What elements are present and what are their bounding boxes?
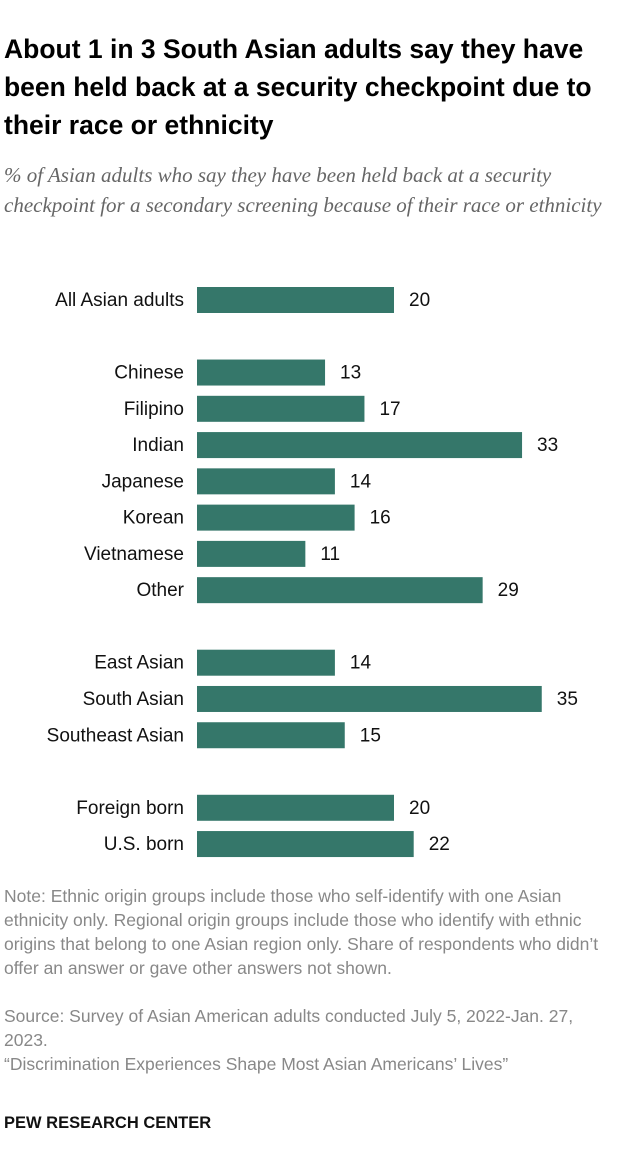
chart-subtitle: % of Asian adults who say they have been…: [4, 163, 602, 217]
value-label: 16: [370, 508, 391, 529]
note: Note: Ethnic origin groups include those…: [4, 886, 599, 978]
value-label: 15: [360, 725, 381, 746]
bar: [197, 432, 523, 459]
chart-title: About 1 in 3 South Asian adults say they…: [4, 34, 592, 140]
category-label: All Asian adults: [55, 290, 184, 311]
category-label: Chinese: [114, 363, 184, 384]
value-label: 20: [409, 798, 430, 819]
source: Source: Survey of Asian American adults …: [4, 1006, 574, 1050]
chart: All Asian adults 20 Chinese 13 Filipino 17 Ind…: [47, 287, 578, 858]
category-label: East Asian: [94, 653, 184, 674]
bar: [197, 287, 394, 313]
bar: [197, 468, 335, 495]
value-label: 29: [498, 580, 519, 601]
value-label: 35: [557, 689, 578, 710]
category-label: South Asian: [83, 689, 184, 710]
value-label: 22: [429, 834, 450, 855]
report-title: “Discrimination Experiences Shape Most A…: [4, 1054, 509, 1074]
value-label: 33: [537, 435, 558, 456]
category-label: U.S. born: [104, 834, 184, 855]
bar: [197, 359, 326, 386]
value-label: 17: [379, 399, 400, 420]
bar: [197, 395, 365, 422]
bar: [197, 540, 306, 567]
bar: [197, 504, 355, 531]
value-label: 14: [350, 471, 372, 492]
bar: [197, 577, 483, 604]
category-label: Vietnamese: [84, 544, 184, 565]
category-label: Japanese: [102, 471, 184, 492]
category-label: Southeast Asian: [47, 725, 184, 746]
category-label: Foreign born: [76, 798, 184, 819]
bar: [197, 831, 414, 858]
value-label: 14: [350, 653, 372, 674]
value-label: 20: [409, 290, 430, 311]
bar: [197, 649, 335, 676]
value-label: 13: [340, 363, 361, 384]
bar: [197, 685, 542, 712]
bar: [197, 794, 394, 821]
category-label: Other: [136, 580, 184, 601]
category-label: Korean: [123, 508, 184, 529]
category-label: Filipino: [124, 399, 184, 420]
category-label: Indian: [132, 435, 184, 456]
publisher-logo: PEW RESEARCH CENTER: [4, 1114, 212, 1132]
bar: [197, 722, 345, 749]
value-label: 11: [320, 544, 340, 565]
